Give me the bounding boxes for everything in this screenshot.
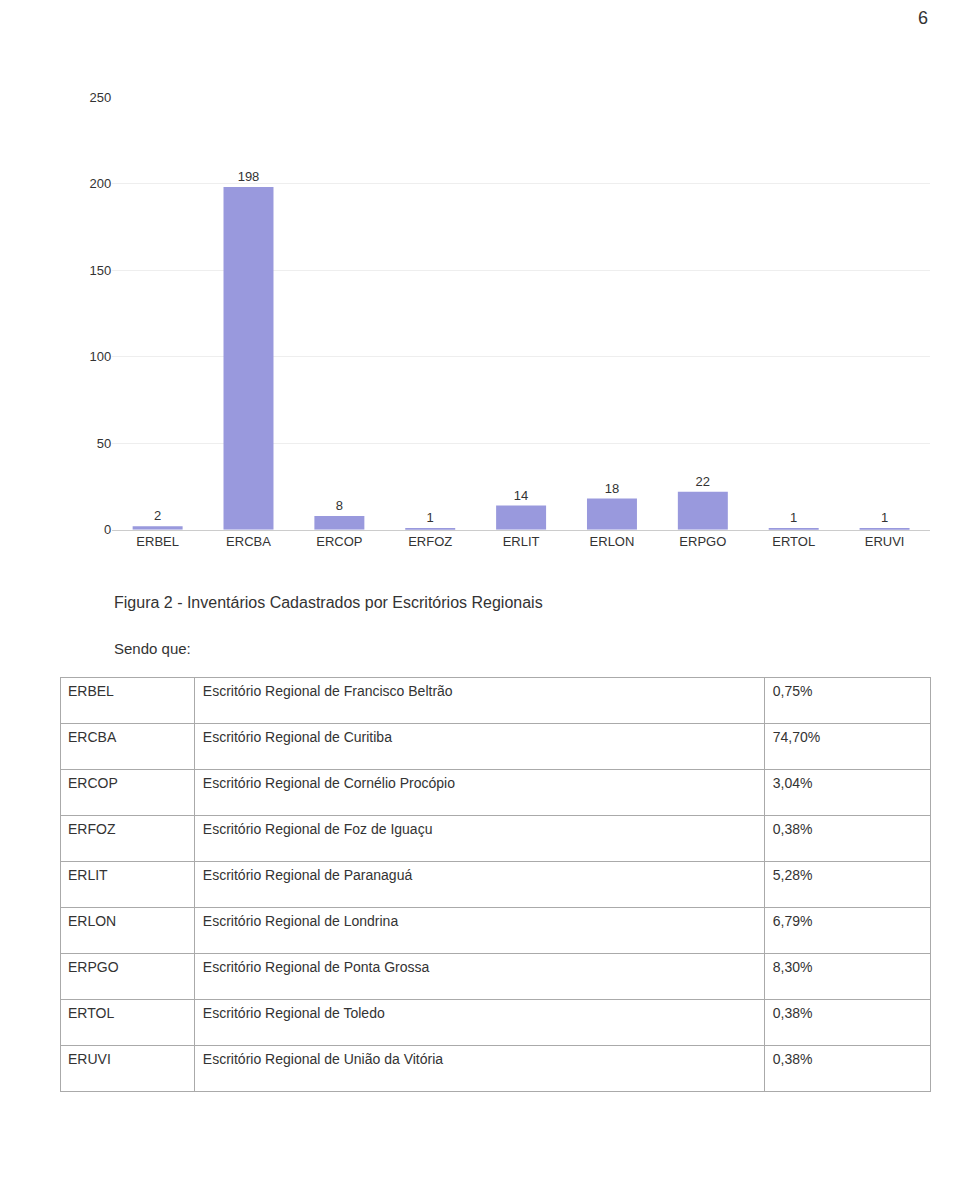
svg-text:1: 1: [790, 510, 797, 525]
svg-text:ERFOZ: ERFOZ: [68, 821, 116, 837]
svg-text:6: 6: [918, 8, 928, 28]
svg-text:Escritório Regional de Toledo: Escritório Regional de Toledo: [203, 1005, 385, 1021]
svg-text:0,75%: 0,75%: [773, 683, 813, 699]
svg-text:ERCOP: ERCOP: [316, 534, 362, 549]
svg-text:22: 22: [696, 474, 710, 489]
svg-text:0,38%: 0,38%: [773, 1005, 813, 1021]
svg-text:150: 150: [89, 263, 111, 278]
svg-text:1: 1: [427, 510, 434, 525]
svg-text:198: 198: [238, 169, 260, 184]
svg-text:250: 250: [89, 90, 111, 105]
svg-text:ERLIT: ERLIT: [68, 867, 108, 883]
svg-text:ERTOL: ERTOL: [68, 1005, 114, 1021]
svg-text:14: 14: [514, 488, 528, 503]
svg-text:100: 100: [89, 349, 111, 364]
svg-text:Sendo que:: Sendo que:: [114, 640, 191, 657]
svg-text:ERPGO: ERPGO: [679, 534, 726, 549]
svg-text:3,04%: 3,04%: [773, 775, 813, 791]
svg-text:8,30%: 8,30%: [773, 959, 813, 975]
svg-text:ERCBA: ERCBA: [226, 534, 271, 549]
svg-text:ERLIT: ERLIT: [503, 534, 540, 549]
svg-text:ERUVI: ERUVI: [865, 534, 905, 549]
svg-text:ERBEL: ERBEL: [68, 683, 114, 699]
svg-text:Escritório Regional de Londrin: Escritório Regional de Londrina: [203, 913, 399, 929]
svg-text:Escritório Regional de Cornéli: Escritório Regional de Cornélio Procópio: [203, 775, 455, 791]
svg-text:Escritório Regional de Francis: Escritório Regional de Francisco Beltrão: [203, 683, 453, 699]
svg-text:8: 8: [336, 498, 343, 513]
svg-text:50: 50: [97, 436, 111, 451]
svg-text:0,38%: 0,38%: [773, 1051, 813, 1067]
svg-text:2: 2: [154, 508, 161, 523]
svg-text:1: 1: [881, 510, 888, 525]
svg-text:0: 0: [104, 522, 111, 537]
svg-text:ERBEL: ERBEL: [136, 534, 179, 549]
svg-text:ERTOL: ERTOL: [772, 534, 815, 549]
svg-text:0,38%: 0,38%: [773, 821, 813, 837]
svg-text:ERCBA: ERCBA: [68, 729, 117, 745]
svg-text:Escritório Regional de Ponta G: Escritório Regional de Ponta Grossa: [203, 959, 430, 975]
svg-text:Figura 2 - Inventários Cadastr: Figura 2 - Inventários Cadastrados por E…: [114, 594, 543, 611]
svg-text:Escritório Regional de Foz de: Escritório Regional de Foz de Iguaçu: [203, 821, 433, 837]
svg-text:18: 18: [605, 481, 619, 496]
svg-text:Escritório Regional de Curitib: Escritório Regional de Curitiba: [203, 729, 392, 745]
svg-text:ERCOP: ERCOP: [68, 775, 118, 791]
svg-text:Escritório Regional de Paranag: Escritório Regional de Paranaguá: [203, 867, 413, 883]
svg-text:Escritório Regional de União d: Escritório Regional de União da Vitória: [203, 1051, 443, 1067]
svg-text:ERLON: ERLON: [590, 534, 635, 549]
svg-text:74,70%: 74,70%: [773, 729, 820, 745]
svg-text:ERLON: ERLON: [68, 913, 116, 929]
svg-text:6,79%: 6,79%: [773, 913, 813, 929]
svg-text:200: 200: [89, 176, 111, 191]
svg-text:5,28%: 5,28%: [773, 867, 813, 883]
svg-text:ERFOZ: ERFOZ: [408, 534, 452, 549]
svg-text:ERUVI: ERUVI: [68, 1051, 111, 1067]
svg-text:ERPGO: ERPGO: [68, 959, 119, 975]
